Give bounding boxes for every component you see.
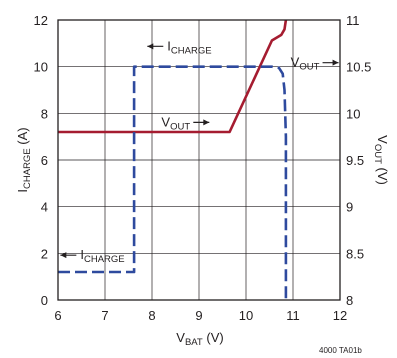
x-axis-label: VBAT (V) [176, 330, 223, 348]
y-right-tick-label-3: 9.5 [346, 153, 364, 168]
y-right-axis-label-unit: (V) [375, 164, 390, 185]
x-axis-label-sub: BAT [185, 337, 203, 348]
y-left-tick-label-0: 0 [41, 293, 48, 308]
annotation-label-main-0: I [167, 38, 171, 53]
annotation-arrowhead-0 [147, 43, 154, 50]
y-left-tick-label-4: 8 [41, 106, 48, 121]
y-right-tick-label-1: 8.5 [346, 246, 364, 261]
y-left-axis-label-sub: CHARGE [22, 148, 33, 189]
annotation-0: ICHARGE [147, 38, 212, 56]
x-tick-label-2: 8 [148, 308, 155, 323]
annotation-arrowhead-1 [332, 59, 339, 66]
annotation-label-3: ICHARGE [80, 247, 124, 265]
x-tick-label-1: 7 [101, 308, 108, 323]
y-right-axis-label-sub: OUT [372, 144, 383, 164]
annotation-label-sub-0: CHARGE [171, 45, 212, 56]
y-left-tick-label-2: 4 [41, 200, 48, 215]
y-left-tick-label-3: 6 [41, 153, 48, 168]
annotation-label-0: ICHARGE [167, 38, 211, 56]
x-axis-label-main: V [176, 330, 185, 345]
y-right-tick-label-5: 10.5 [346, 60, 371, 75]
x-axis-label-unit: (V) [203, 330, 224, 345]
y-right-axis-label: VOUT (V) [372, 135, 390, 185]
annotation-label-main-3: I [80, 247, 84, 262]
y-left-axis-label: ICHARGE (A) [15, 127, 33, 192]
y-right-tick-label-6: 11 [346, 13, 360, 28]
annotation-1: VOUT [291, 55, 339, 73]
series-layer [58, 19, 288, 300]
annotation-label-main-1: V [291, 55, 300, 70]
annotation-3: ICHARGE [60, 247, 125, 265]
x-tick-label-3: 9 [195, 308, 202, 323]
plot-frame [57, 19, 341, 301]
y-right-tick-label-4: 10 [346, 106, 360, 121]
y-right-tick-label-2: 9 [346, 200, 353, 215]
annotation-2: VOUT [161, 114, 210, 132]
annotation-label-2: VOUT [161, 114, 190, 132]
x-tick-label-6: 12 [333, 308, 347, 323]
figure-id-label: 4000 TA01b [319, 346, 362, 355]
y-left-tick-label-1: 2 [41, 246, 48, 261]
annotation-label-sub-2: OUT [170, 121, 190, 132]
annotation-arrowhead-2 [203, 119, 210, 126]
series-line-icharge [58, 65, 288, 300]
annotation-label-sub-1: OUT [299, 62, 319, 73]
annotation-label-main-2: V [161, 114, 170, 129]
y-left-axis-label-main: I [15, 189, 30, 193]
x-tick-label-4: 10 [239, 308, 253, 323]
annotation-label-1: VOUT [291, 55, 320, 73]
x-tick-label-5: 11 [286, 308, 300, 323]
y-right-axis-label-main: V [375, 135, 390, 144]
annotation-label-sub-3: CHARGE [84, 254, 125, 265]
y-left-axis-label-unit: (A) [15, 127, 30, 148]
y-left-tick-label-6: 12 [34, 13, 48, 28]
annotation-arrowhead-3 [60, 252, 67, 259]
y-right-tick-label-0: 8 [346, 293, 353, 308]
series-line-vout [58, 19, 288, 134]
x-tick-label-0: 6 [54, 308, 61, 323]
y-left-tick-label-5: 10 [34, 60, 48, 75]
